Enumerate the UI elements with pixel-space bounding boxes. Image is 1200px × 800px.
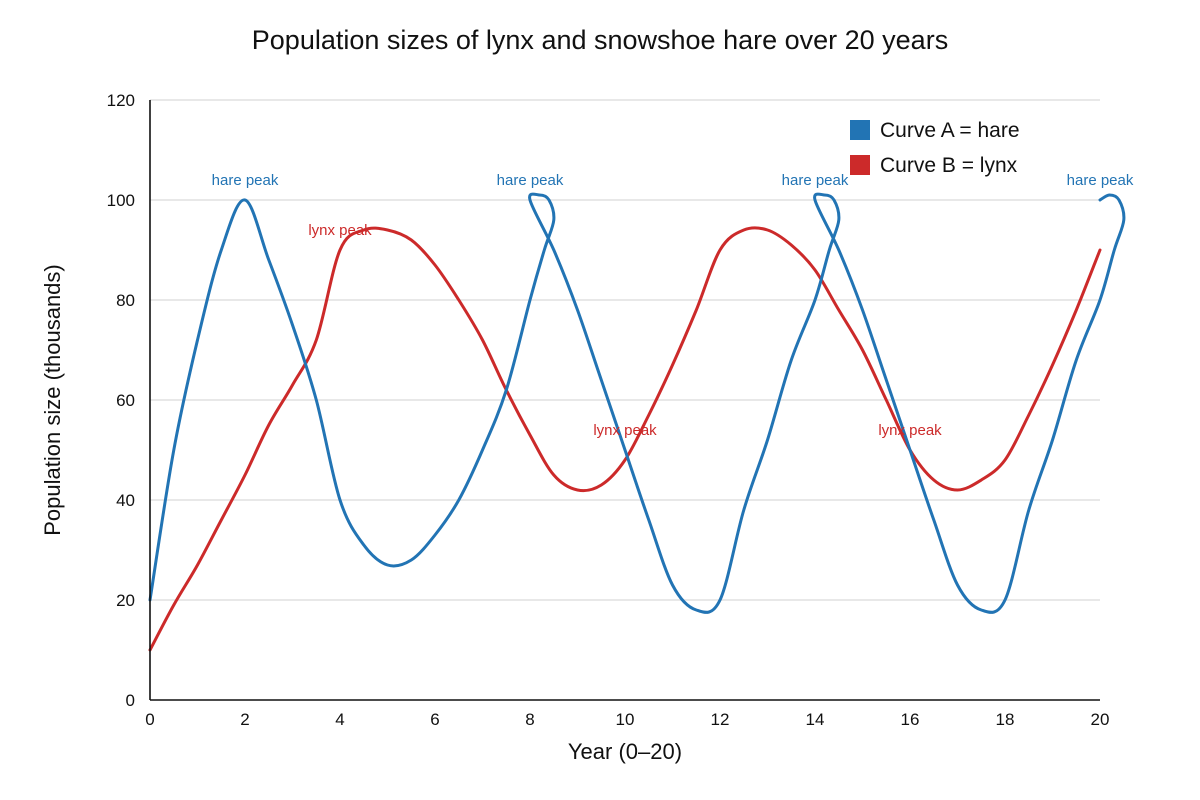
legend-swatch: [850, 155, 870, 175]
axis-layer: 0 20 40 60 80 100 120 0 2 4 6 8 10 12 14 16 18 20: [107, 91, 1110, 729]
y-tick-label: 60: [116, 391, 135, 410]
legend-label: Curve B = lynx: [880, 154, 1018, 177]
x-tick-label: 16: [901, 710, 920, 729]
annotation-label: hare peak: [212, 172, 279, 189]
x-tick-label: 0: [145, 710, 154, 729]
y-tick-label: 20: [116, 591, 135, 610]
annotation-label: hare peak: [782, 172, 849, 189]
annotation-layer: hare peak hare peak hare peak hare peak lynx…: [212, 172, 1134, 439]
x-tick-label: 4: [335, 710, 344, 729]
x-tick-label: 14: [806, 710, 825, 729]
chart-title: Population sizes of lynx and snowshoe ha…: [252, 25, 948, 55]
legend-label: Curve A = hare: [880, 119, 1020, 142]
annotation-label: lynx peak: [593, 422, 657, 439]
x-tick-label: 6: [430, 710, 439, 729]
annotation-label: hare peak: [497, 172, 564, 189]
series-line-hare: [148, 192, 1126, 614]
y-tick-label: 100: [107, 191, 135, 210]
y-tick-label: 0: [126, 691, 135, 710]
x-tick-label: 20: [1091, 710, 1110, 729]
grid-layer: [150, 99, 1100, 601]
y-axis-label: Population size (thousands): [40, 264, 65, 536]
x-tick-label: 18: [996, 710, 1015, 729]
x-tick-label: 12: [711, 710, 730, 729]
y-tick-label: 40: [116, 491, 135, 510]
annotation-label: hare peak: [1067, 172, 1134, 189]
y-tick-label: 120: [107, 91, 135, 110]
series-line-lynx: [148, 226, 1102, 652]
x-tick-label: 10: [616, 710, 635, 729]
series-layer: [148, 192, 1126, 652]
x-tick-label: 2: [240, 710, 249, 729]
x-tick-label: 8: [525, 710, 534, 729]
y-tick-label: 80: [116, 291, 135, 310]
annotation-label: lynx peak: [878, 422, 942, 439]
x-axis-label: Year (0–20): [568, 739, 682, 764]
legend: Curve A = hare Curve B = lynx: [850, 119, 1020, 177]
annotation-label: lynx peak: [308, 222, 372, 239]
legend-swatch: [850, 120, 870, 140]
